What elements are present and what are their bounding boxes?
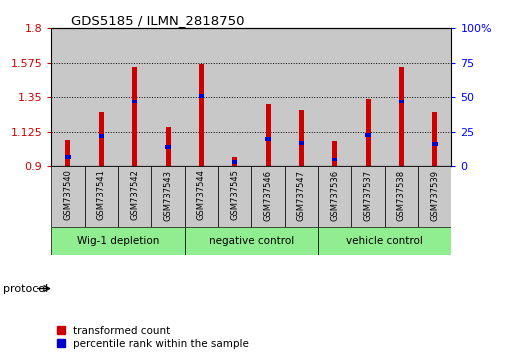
Bar <box>218 28 251 166</box>
Bar <box>98 134 104 138</box>
Bar <box>418 28 451 166</box>
Text: GSM737540: GSM737540 <box>64 170 72 221</box>
Bar <box>51 166 85 227</box>
Bar <box>85 166 118 227</box>
Text: GSM737545: GSM737545 <box>230 170 239 221</box>
Bar <box>151 28 185 166</box>
Bar <box>418 166 451 227</box>
Bar <box>299 110 304 166</box>
Text: GSM737539: GSM737539 <box>430 170 439 221</box>
Bar <box>166 127 170 166</box>
Bar <box>232 160 238 164</box>
Text: protocol: protocol <box>3 284 48 293</box>
Bar <box>51 28 85 166</box>
Text: GSM737543: GSM737543 <box>164 170 172 221</box>
Bar <box>318 28 351 166</box>
Bar <box>118 28 151 166</box>
Bar <box>199 94 204 98</box>
Bar <box>185 227 318 255</box>
Bar <box>385 28 418 166</box>
Bar <box>332 158 338 161</box>
Legend: transformed count, percentile rank within the sample: transformed count, percentile rank withi… <box>56 326 249 349</box>
Text: GSM737546: GSM737546 <box>264 170 272 221</box>
Bar <box>232 157 237 166</box>
Bar <box>51 227 185 255</box>
Bar <box>99 112 104 166</box>
Bar <box>218 166 251 227</box>
Bar <box>265 137 271 141</box>
Bar <box>351 166 385 227</box>
Bar <box>66 139 70 166</box>
Text: negative control: negative control <box>209 236 294 246</box>
Text: GDS5185 / ILMN_2818750: GDS5185 / ILMN_2818750 <box>71 14 245 27</box>
Bar <box>318 227 451 255</box>
Bar <box>432 142 438 146</box>
Text: vehicle control: vehicle control <box>346 236 423 246</box>
Text: GSM737537: GSM737537 <box>364 170 372 221</box>
Bar <box>385 166 418 227</box>
Bar <box>151 28 185 166</box>
Bar <box>185 28 218 166</box>
Bar <box>318 166 351 227</box>
Bar <box>418 28 451 166</box>
Bar <box>432 112 437 166</box>
Bar <box>399 99 404 103</box>
Bar <box>251 28 285 166</box>
Bar <box>185 166 218 227</box>
Bar <box>318 28 351 166</box>
Bar <box>199 64 204 166</box>
Bar <box>366 99 370 166</box>
Bar <box>132 68 137 166</box>
Bar <box>85 28 118 166</box>
Bar <box>132 99 137 103</box>
Bar <box>285 166 318 227</box>
Bar <box>385 28 418 166</box>
Text: GSM737541: GSM737541 <box>97 170 106 221</box>
Text: GSM737547: GSM737547 <box>297 170 306 221</box>
Bar <box>51 28 85 166</box>
Bar <box>351 28 385 166</box>
Text: Wig-1 depletion: Wig-1 depletion <box>77 236 159 246</box>
Bar <box>118 166 151 227</box>
Bar <box>299 141 304 145</box>
Bar <box>85 28 118 166</box>
Bar <box>251 166 285 227</box>
Bar <box>251 28 285 166</box>
Text: GSM737538: GSM737538 <box>397 170 406 221</box>
Bar <box>185 28 218 166</box>
Bar <box>118 28 151 166</box>
Bar <box>218 28 251 166</box>
Bar <box>165 145 171 149</box>
Bar <box>351 28 385 166</box>
Bar <box>151 166 185 227</box>
Bar <box>266 104 270 166</box>
Text: GSM737536: GSM737536 <box>330 170 339 221</box>
Text: GSM737544: GSM737544 <box>197 170 206 221</box>
Bar <box>399 68 404 166</box>
Bar <box>65 155 71 159</box>
Bar <box>365 133 371 137</box>
Bar <box>285 28 318 166</box>
Bar <box>332 141 337 166</box>
Text: GSM737542: GSM737542 <box>130 170 139 221</box>
Bar <box>285 28 318 166</box>
